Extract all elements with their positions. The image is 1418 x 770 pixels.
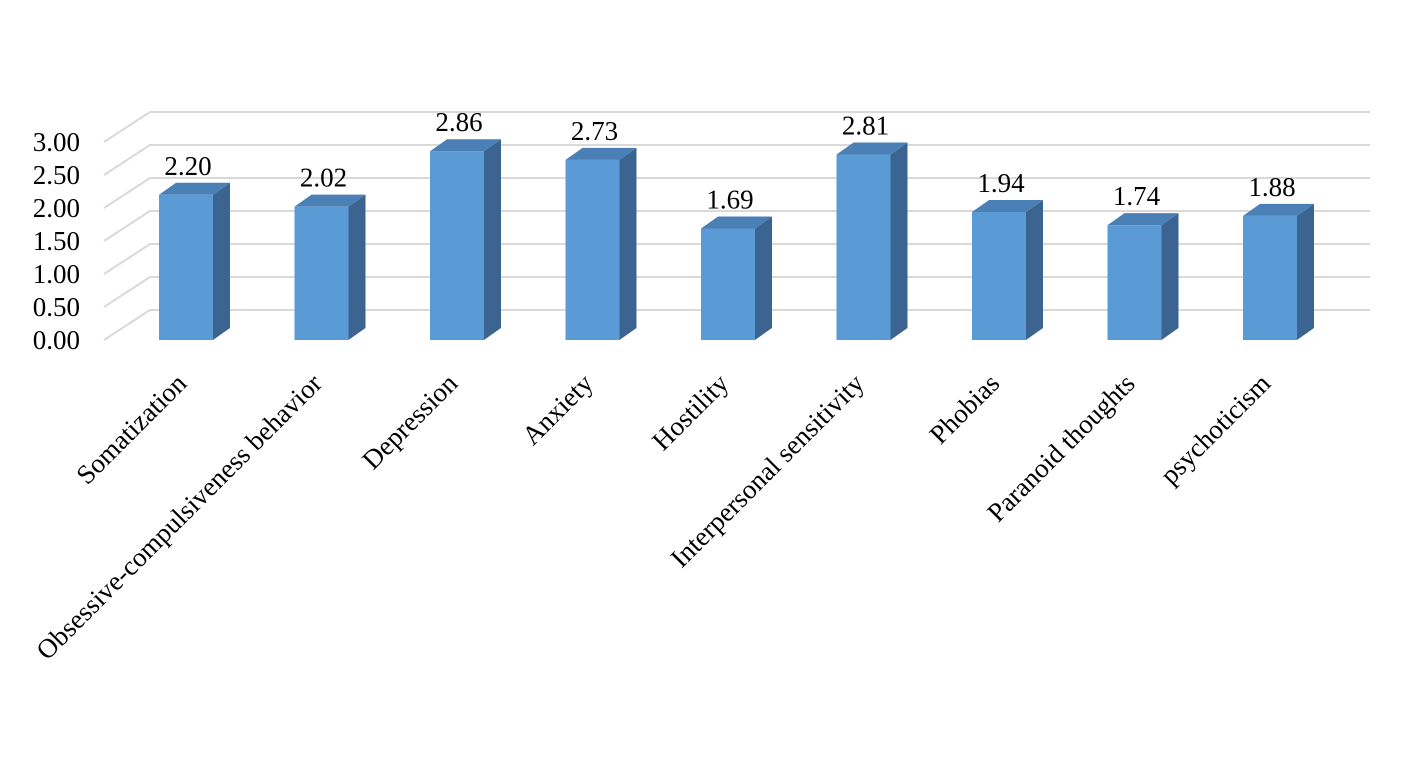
- data-label: 2.20: [164, 151, 211, 181]
- bar-top-face: [294, 194, 366, 207]
- bar-top-face: [1243, 203, 1314, 216]
- y-tick-label: 1.00: [33, 259, 80, 289]
- bar: [1243, 203, 1314, 340]
- data-labels: 2.20 2.02 2.86 2.73 1.69 2.81 1.94 1.74 1.88: [164, 107, 1295, 214]
- bar-side-face: [755, 216, 772, 340]
- bar-top-face: [430, 139, 501, 152]
- gridline: [103, 243, 1370, 275]
- data-label: 1.74: [1113, 181, 1161, 211]
- bar-top-face: [159, 182, 230, 195]
- data-label: 1.69: [706, 184, 753, 214]
- bar: [836, 142, 908, 340]
- bar-side-face: [1026, 199, 1043, 340]
- category-label: psychoticism: [1154, 368, 1276, 490]
- gridline: [103, 111, 1370, 143]
- bar-front-face: [1243, 215, 1297, 340]
- bar-front-face: [159, 194, 213, 340]
- bar-top-face: [1107, 213, 1179, 226]
- bar-front-face: [1107, 225, 1162, 340]
- bar: [294, 194, 366, 340]
- gridline: [103, 144, 1370, 176]
- bar: [701, 216, 772, 340]
- y-tick-label: 2.00: [33, 193, 80, 223]
- y-tick-label: 1.50: [33, 226, 80, 256]
- bar: [430, 139, 501, 340]
- gridline: [103, 309, 1370, 341]
- bar-side-face: [1297, 203, 1314, 340]
- bar-front-face: [836, 154, 891, 340]
- gridline: [103, 210, 1370, 242]
- bar: [565, 147, 637, 340]
- gridline: [103, 276, 1370, 308]
- data-label: 2.86: [435, 107, 482, 137]
- bar: [1107, 213, 1179, 340]
- category-label: Anxiety: [516, 368, 599, 451]
- y-tick-label: 3.00: [33, 127, 80, 157]
- bars: [159, 139, 1314, 340]
- data-label: 2.81: [842, 111, 889, 141]
- category-label: Somatization: [70, 368, 192, 490]
- bar-side-face: [213, 182, 230, 340]
- data-label: 1.94: [977, 168, 1025, 198]
- bar-top-face: [836, 142, 908, 155]
- bar-side-face: [619, 147, 637, 340]
- gridlines: [103, 111, 1370, 341]
- y-tick-label: 2.50: [33, 160, 80, 190]
- bar-top-face: [701, 216, 772, 229]
- y-tick-label: 0.00: [33, 325, 80, 355]
- bar-top-face: [565, 147, 637, 160]
- data-label: 1.88: [1248, 172, 1295, 202]
- bar-top-face: [972, 199, 1043, 212]
- category-label: Obsessive-compulsiveness behavior: [30, 368, 327, 665]
- bar-side-face: [1161, 213, 1179, 340]
- bar-front-face: [430, 151, 484, 340]
- category-label: Phobias: [924, 368, 1006, 450]
- bar: [972, 199, 1043, 340]
- bar-front-face: [972, 211, 1026, 340]
- y-axis-tick-labels: 0.000.501.001.502.002.503.00: [33, 127, 80, 355]
- category-label: Paranoid thoughts: [981, 368, 1141, 528]
- y-tick-label: 0.50: [33, 292, 80, 322]
- bar-front-face: [701, 228, 755, 340]
- bar-side-face: [890, 142, 908, 340]
- category-label: Depression: [356, 368, 463, 475]
- bar-side-face: [484, 139, 501, 340]
- data-label: 2.02: [300, 163, 347, 193]
- bar: [159, 182, 230, 340]
- bar-side-face: [348, 194, 366, 340]
- data-label: 2.73: [571, 116, 618, 146]
- bar-front-face: [294, 206, 349, 340]
- gridline: [103, 177, 1370, 209]
- bar-front-face: [565, 159, 620, 340]
- category-label: Hostility: [646, 368, 734, 456]
